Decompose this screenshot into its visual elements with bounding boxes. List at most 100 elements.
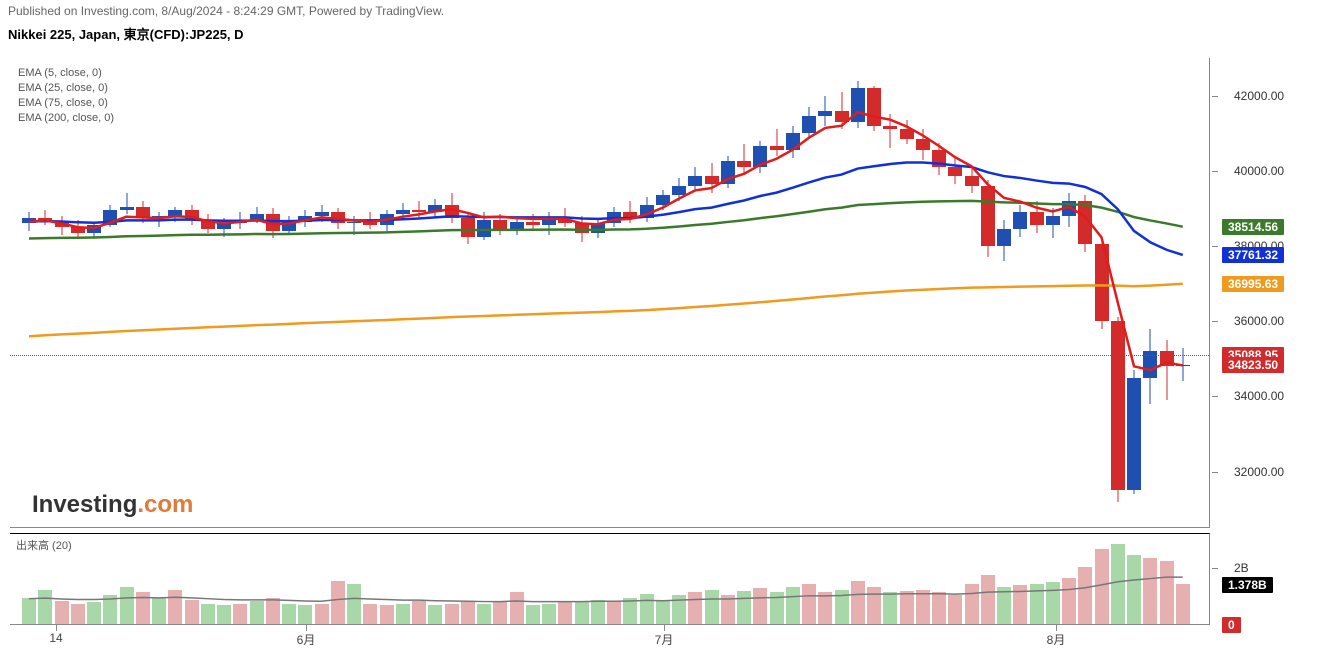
volume-chart[interactable]: 出来高 (20) (10, 533, 1210, 625)
candle (510, 58, 524, 528)
volume-bar (591, 600, 605, 624)
volume-bar (380, 605, 394, 624)
volume-yaxis: 2B1.378B0 (1212, 533, 1312, 625)
volume-bar (1095, 549, 1109, 624)
volume-bar (867, 587, 881, 624)
volume-bar (1062, 578, 1076, 624)
volume-bar (120, 587, 134, 624)
candle (282, 58, 296, 528)
volume-bar (461, 602, 475, 624)
volume-bar (250, 601, 264, 624)
volume-bar (477, 604, 491, 624)
volume-bar (916, 590, 930, 625)
legend-ema5: EMA (5, close, 0) (18, 66, 114, 81)
price-reference-line (10, 355, 1209, 356)
volume-bar (883, 592, 897, 624)
volume-bar (688, 592, 702, 624)
candle (136, 58, 150, 528)
volume-bar (185, 600, 199, 624)
volume-bar (526, 605, 540, 624)
volume-bar (298, 605, 312, 624)
volume-bar (997, 587, 1011, 624)
candle (558, 58, 572, 528)
vol-value-label: 1.378B (1222, 577, 1273, 593)
candle (753, 58, 767, 528)
volume-bar (851, 581, 865, 624)
volume-bar (835, 590, 849, 625)
volume-bar (786, 587, 800, 624)
candle (1030, 58, 1044, 528)
candle (1127, 58, 1141, 528)
price-value-label: 34823.50 (1222, 357, 1284, 373)
volume-bar (672, 595, 686, 624)
volume-bar (493, 601, 507, 624)
candle (1111, 58, 1125, 528)
candle (640, 58, 654, 528)
volume-bar (1078, 567, 1092, 625)
volume-bar (266, 598, 280, 624)
legend-ema75: EMA (75, close, 0) (18, 96, 114, 111)
candle (786, 58, 800, 528)
volume-bar (965, 584, 979, 624)
volume-bar (363, 604, 377, 624)
volume-bar (233, 604, 247, 624)
volume-bar (640, 594, 654, 624)
legend-ema200: EMA (200, close, 0) (18, 111, 114, 126)
ytick-label: 42000.00 (1234, 89, 1284, 103)
volume-bar (932, 592, 946, 624)
candle (493, 58, 507, 528)
candle (591, 58, 605, 528)
candle (916, 58, 930, 528)
volume-bar (900, 591, 914, 624)
ytick-label: 36000.00 (1234, 314, 1284, 328)
volume-bar (412, 601, 426, 624)
volume-bar (1046, 582, 1060, 624)
price-chart[interactable]: Investing.com (10, 58, 1210, 528)
ytick-label: 32000.00 (1234, 465, 1284, 479)
candle (1078, 58, 1092, 528)
xtick-label: 6月 (297, 631, 316, 648)
candle (152, 58, 166, 528)
volume-bar (71, 604, 85, 624)
candle (396, 58, 410, 528)
volume-bar (55, 601, 69, 624)
volume-bar (607, 601, 621, 624)
volume-bar (445, 604, 459, 624)
candle (71, 58, 85, 528)
candle (575, 58, 589, 528)
candle (201, 58, 215, 528)
volume-bar (1143, 558, 1157, 624)
candle (672, 58, 686, 528)
volume-bar (347, 584, 361, 624)
volume-bar (753, 588, 767, 624)
volume-bar (1030, 584, 1044, 624)
candle (185, 58, 199, 528)
candle (818, 58, 832, 528)
legend-ema25: EMA (25, close, 0) (18, 81, 114, 96)
candle (737, 58, 751, 528)
candle (217, 58, 231, 528)
price-value-label: 37761.32 (1222, 247, 1284, 263)
candle (331, 58, 345, 528)
candle (461, 58, 475, 528)
candle (721, 58, 735, 528)
candle (445, 58, 459, 528)
candle (883, 58, 897, 528)
xtick-label: 14 (49, 631, 62, 645)
volume-bar (510, 592, 524, 624)
candle (1160, 58, 1174, 528)
candle (1062, 58, 1076, 528)
volume-bar (705, 590, 719, 625)
candle (250, 58, 264, 528)
ytick-label: 40000.00 (1234, 164, 1284, 178)
candle (266, 58, 280, 528)
volume-bar (1176, 584, 1190, 624)
time-xaxis: 146月7月8月 (10, 625, 1210, 651)
volume-bar (331, 581, 345, 624)
volume-bar (315, 604, 329, 624)
candle (948, 58, 962, 528)
volume-bar (152, 598, 166, 624)
candle (1095, 58, 1109, 528)
investing-logo: Investing.com (32, 491, 193, 519)
price-value-label: 38514.56 (1222, 219, 1284, 235)
